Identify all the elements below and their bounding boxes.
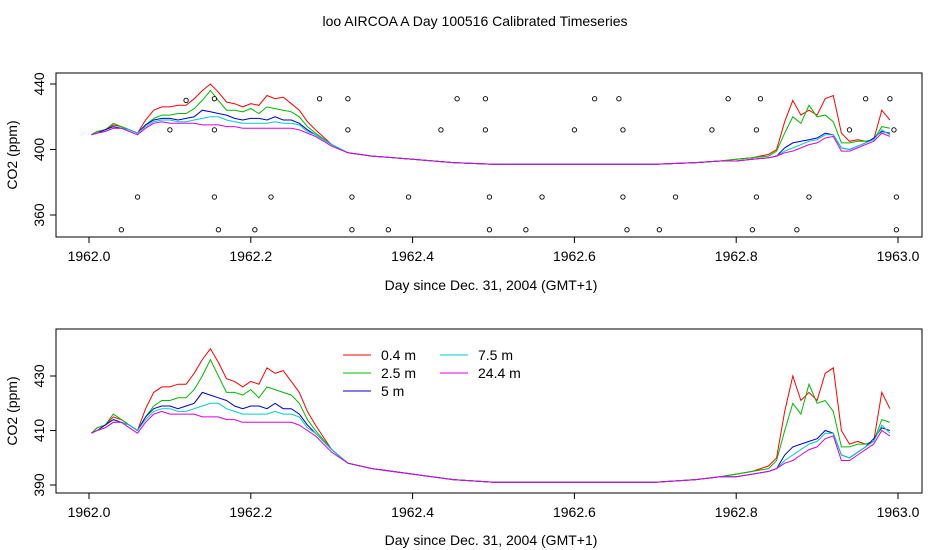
top-x-axis-label: Day since Dec. 31, 2004 (GMT+1)	[385, 277, 598, 293]
data-point	[486, 227, 493, 233]
x-tick-label: 1962.8	[715, 248, 758, 264]
data-point	[405, 194, 412, 200]
top-x-axis: 1962.0 1962.2 1962.4 1962.6 1962.8 1963.0	[68, 237, 920, 264]
x-tick-label: 1962.8	[715, 504, 758, 520]
data-point	[349, 227, 355, 233]
data-point	[862, 96, 869, 102]
x-tick-label: 1962.2	[229, 504, 272, 520]
y-tick-label: 360	[31, 203, 47, 227]
data-point	[887, 96, 893, 102]
top-points	[118, 96, 900, 233]
data-point	[749, 227, 756, 233]
bottom-plot-frame	[55, 328, 923, 494]
data-point	[349, 194, 355, 200]
data-point	[672, 194, 679, 200]
data-point	[345, 127, 351, 133]
data-point	[482, 96, 489, 102]
x-tick-label: 1963.0	[877, 248, 920, 264]
x-tick-label: 1962.2	[229, 248, 272, 264]
data-point	[134, 194, 141, 200]
x-tick-label: 1963.0	[877, 504, 920, 520]
data-point	[757, 96, 764, 102]
top-y-axis-label: CO2 (ppm)	[4, 120, 20, 189]
data-point	[893, 194, 900, 200]
bottom-y-axis-label: CO2 (ppm)	[4, 376, 20, 445]
data-point	[624, 227, 630, 233]
data-point	[385, 227, 391, 233]
series-line-5	[91, 121, 891, 165]
y-tick-label: 430	[31, 364, 47, 388]
y-tick-label: 390	[31, 473, 47, 497]
bottom-x-axis-label: Day since Dec. 31, 2004 (GMT+1)	[385, 532, 598, 548]
data-point	[211, 194, 218, 200]
data-point	[794, 227, 800, 233]
bottom-panel: 1962.0 1962.2 1962.4 1962.6 1962.8 1963.0 390…	[4, 328, 923, 548]
x-tick-label: 1962.4	[391, 504, 434, 520]
legend-label: 0.4 m	[381, 347, 416, 363]
data-point	[183, 97, 189, 104]
data-point	[891, 127, 897, 133]
data-point	[893, 227, 900, 233]
data-point	[753, 194, 760, 200]
data-point	[620, 194, 626, 200]
data-point	[523, 227, 529, 233]
bottom-series	[91, 347, 891, 483]
data-point	[215, 227, 222, 233]
x-tick-label: 1962.4	[391, 248, 434, 264]
legend-label: 2.5 m	[381, 365, 416, 381]
y-tick-label: 410	[31, 419, 47, 443]
x-tick-label: 1962.0	[68, 248, 111, 264]
legend-label: 5 m	[381, 383, 404, 399]
data-point	[656, 227, 662, 233]
series-line-5	[91, 410, 891, 483]
data-point	[846, 127, 853, 133]
data-point	[211, 127, 218, 133]
top-series	[91, 83, 891, 165]
data-point	[709, 127, 715, 133]
data-point	[268, 194, 274, 200]
data-point	[454, 96, 460, 102]
x-tick-label: 1962.6	[553, 504, 596, 520]
top-panel: 1962.0 1962.2 1962.4 1962.6 1962.8 1963.0 360…	[4, 72, 923, 293]
series-line-1	[91, 83, 891, 165]
data-point	[252, 227, 258, 233]
series-line-3	[91, 109, 890, 165]
bottom-x-axis: 1962.0 1962.2 1962.4 1962.6 1962.8 1963.0	[68, 493, 920, 520]
legend: 0.4 m 2.5 m 5 m 7.5 m 24.4 m	[343, 347, 521, 399]
data-point	[620, 127, 626, 133]
legend-label: 24.4 m	[478, 365, 521, 381]
data-point	[482, 127, 489, 133]
data-point	[438, 127, 444, 133]
data-point	[571, 127, 578, 133]
data-point	[806, 194, 812, 200]
data-point	[316, 96, 323, 102]
legend-label: 7.5 m	[478, 347, 513, 363]
figure-title: loo AIRCOA A Day 100516 Calibrated Times…	[322, 13, 627, 29]
series-line-4	[91, 402, 891, 483]
data-point	[486, 194, 493, 200]
series-line-4	[91, 116, 891, 165]
series-line-3	[91, 391, 891, 483]
data-point	[539, 194, 545, 200]
data-point	[616, 96, 622, 102]
data-point	[167, 127, 173, 133]
data-point	[211, 96, 218, 102]
y-tick-label: 400	[31, 138, 47, 162]
data-point	[345, 96, 351, 102]
x-tick-label: 1962.0	[68, 504, 111, 520]
data-point	[591, 96, 598, 102]
top-plot-frame	[55, 72, 923, 238]
x-tick-label: 1962.6	[553, 248, 596, 264]
bottom-y-axis: 390 410 430	[31, 364, 56, 497]
data-point	[118, 227, 125, 233]
y-tick-label: 440	[31, 72, 47, 96]
data-point	[725, 96, 731, 102]
top-y-axis: 360 400 440	[31, 72, 56, 227]
data-point	[753, 127, 760, 133]
